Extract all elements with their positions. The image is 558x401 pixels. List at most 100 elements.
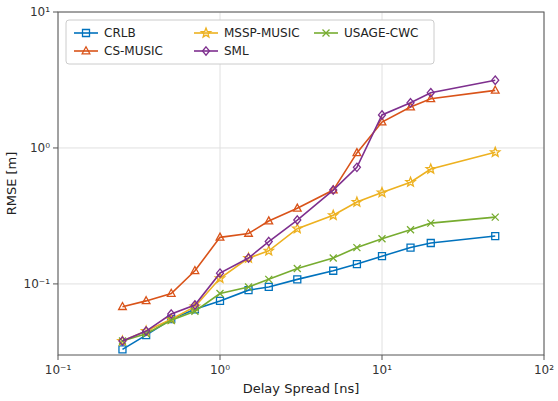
data-point — [352, 197, 361, 206]
series-line — [122, 217, 495, 341]
data-point — [427, 95, 435, 102]
grid — [58, 12, 544, 355]
data-point — [330, 255, 337, 262]
y-tick — [53, 147, 58, 148]
chart: 10⁻¹ 10⁰ 10¹ 10² 10⁻¹ 10⁰ 10¹ Delay Spread [ns]… — [0, 0, 558, 401]
legend-label: CS-MUSIC — [104, 44, 163, 58]
legend-swatch — [194, 50, 218, 52]
data-point — [353, 261, 360, 268]
data-point — [427, 220, 434, 227]
grid-line — [58, 283, 544, 284]
data-point — [491, 147, 500, 156]
data-point — [407, 99, 414, 107]
data-point — [379, 253, 386, 260]
data-point — [426, 164, 435, 173]
legend-box — [66, 20, 434, 64]
data-point — [265, 217, 273, 224]
x-tick — [58, 355, 59, 360]
legend-swatch — [194, 32, 218, 34]
series-line — [122, 236, 495, 349]
series — [119, 233, 499, 353]
data-point — [353, 163, 360, 171]
y-axis-label: RMSE [m] — [4, 152, 19, 216]
x-tick — [220, 355, 221, 360]
x-tick-label: 10⁰ — [210, 363, 230, 377]
x-tick-label: 10⁻¹ — [45, 363, 72, 377]
data-point — [407, 226, 414, 233]
x-tick — [544, 355, 545, 360]
series — [119, 76, 499, 345]
legend-marker — [201, 28, 210, 37]
data-point — [427, 239, 434, 246]
x-tick-label: 10² — [534, 363, 554, 377]
legend-label: USAGE-CWC — [344, 26, 418, 40]
data-point — [168, 310, 175, 318]
data-point — [330, 186, 337, 194]
data-point — [379, 111, 386, 119]
data-point — [407, 244, 414, 251]
data-point — [492, 233, 499, 240]
background — [0, 0, 558, 401]
data-point — [119, 337, 126, 345]
data-point — [491, 86, 499, 93]
legend-marker — [323, 30, 330, 37]
data-point — [217, 297, 224, 304]
data-point — [216, 233, 224, 240]
legend-marker — [203, 47, 210, 55]
data-point — [293, 204, 301, 211]
series-line — [122, 90, 495, 306]
series — [118, 147, 500, 345]
data-point — [142, 297, 150, 304]
data-point — [265, 283, 272, 290]
series-line — [122, 152, 495, 341]
data-point — [245, 254, 252, 262]
data-point — [294, 265, 301, 272]
data-point — [377, 188, 386, 197]
y-tick-label: 10⁻¹ — [24, 277, 51, 291]
data-point — [492, 214, 499, 221]
data-point — [217, 290, 224, 297]
y-tick-label: 10⁰ — [30, 141, 50, 155]
data-point — [264, 246, 273, 255]
legend: CRLB MSSP-MUSIC USAGE-CWC CS-MUSIC SML — [66, 20, 434, 64]
data-point — [329, 210, 338, 219]
legend-swatch — [74, 50, 98, 52]
legend-label: MSSP-MUSIC — [224, 26, 300, 40]
data-point — [265, 276, 272, 283]
x-tick-label: 10¹ — [372, 363, 392, 377]
data-point — [119, 302, 127, 309]
data-point — [143, 327, 150, 335]
axes: 10⁻¹ 10⁰ 10¹ 10² 10⁻¹ 10⁰ 10¹ — [24, 5, 555, 377]
data-point — [353, 149, 361, 156]
data-point — [427, 88, 434, 96]
data-point — [294, 276, 301, 283]
x-tick — [382, 355, 383, 360]
data-point — [217, 269, 224, 277]
data-point — [353, 244, 360, 251]
data-point — [492, 76, 499, 84]
legend-label: CRLB — [104, 26, 136, 40]
data-point — [245, 229, 253, 236]
legend-swatch — [74, 32, 98, 34]
data-point — [265, 237, 272, 245]
data-point — [406, 177, 415, 186]
data-point — [167, 289, 175, 296]
plot-frame — [58, 12, 544, 355]
data-point — [191, 267, 199, 274]
y-tick — [53, 283, 58, 284]
data-point — [330, 267, 337, 274]
data-point — [191, 301, 198, 309]
legend-label: SML — [224, 44, 249, 58]
x-axis-label: Delay Spread [ns] — [243, 381, 359, 396]
series — [119, 214, 499, 345]
series — [119, 86, 499, 309]
data-point — [379, 235, 386, 242]
grid-line — [58, 147, 544, 148]
y-tick-label: 10¹ — [30, 5, 50, 19]
legend-marker — [82, 47, 90, 54]
plot-area — [118, 76, 500, 353]
data-point — [119, 346, 126, 353]
data-point — [245, 283, 252, 290]
series-line — [122, 80, 495, 341]
legend-marker — [83, 30, 90, 37]
